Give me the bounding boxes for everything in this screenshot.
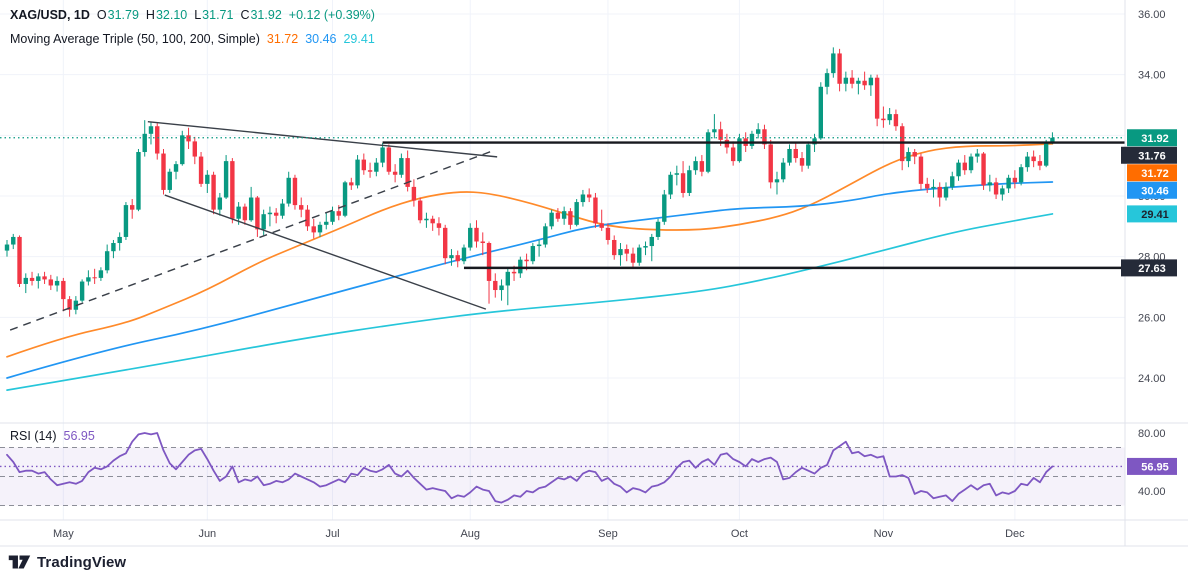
price-tick-label: 36.00	[1138, 9, 1166, 21]
time-tick-label: Sep	[598, 528, 618, 540]
low-readout: L 31.71	[194, 8, 234, 22]
ma-line-sma-100	[6, 181, 1054, 379]
symbol-title[interactable]: XAG/USD, 1D	[10, 8, 90, 22]
rsi-pane[interactable]	[0, 432, 1125, 506]
drawing-tools[interactable]	[0, 120, 1125, 331]
price-axis[interactable]: 36.0034.0032.0030.0028.0026.0024.0080.00…	[1121, 9, 1177, 498]
open-readout: O 31.79	[96, 8, 139, 22]
ma-line-sma-50	[6, 142, 1054, 358]
svg-text:31.72: 31.72	[1141, 168, 1169, 180]
price-pane[interactable]	[4, 47, 1055, 391]
pane-borders	[0, 0, 1188, 547]
time-tick-label: Aug	[460, 528, 480, 540]
rsi-tick-label: 80.00	[1138, 428, 1166, 440]
time-axis[interactable]: May Jun Jul Aug Sep Oct Nov Dec	[53, 528, 1025, 540]
time-tick-label: May	[53, 528, 74, 540]
svg-text:27.63: 27.63	[1138, 263, 1166, 275]
price-badge-29.41: 29.41	[1127, 205, 1177, 223]
svg-text:31.92: 31.92	[1141, 133, 1169, 145]
ma-indicator-title[interactable]: Moving Average Triple (50, 100, 200, Sim…	[10, 32, 260, 46]
grid-lines	[0, 0, 1125, 520]
time-tick-label: Oct	[731, 528, 748, 540]
rsi-value: 56.95	[63, 429, 95, 443]
rsi-line	[6, 432, 1054, 504]
ma200-value: 29.41	[343, 32, 375, 46]
price-badge-31.92: 31.92	[1127, 129, 1177, 147]
tradingview-wordmark: TradingView	[37, 553, 127, 571]
symbol-legend: XAG/USD, 1D O 31.79 H 32.10 L 31.71 C 31.92 …	[10, 8, 375, 22]
ma-line-sma-200	[6, 213, 1054, 391]
price-badge-31.72: 31.72	[1127, 164, 1177, 182]
rsi-indicator-title[interactable]: RSI (14)	[10, 429, 57, 443]
close-readout: C 31.92	[240, 8, 282, 22]
change-readout: +0.12 (+0.39%)	[288, 8, 375, 22]
time-tick-label: Jul	[325, 528, 339, 540]
high-readout: H 32.10	[145, 8, 188, 22]
price-tick-label: 24.00	[1138, 373, 1166, 385]
price-badge-30.46: 30.46	[1127, 181, 1177, 199]
price-badge-31.76: 31.76	[1121, 146, 1177, 164]
svg-text:30.46: 30.46	[1141, 185, 1169, 197]
ma100-value: 30.46	[305, 32, 337, 46]
candles-group	[4, 47, 1055, 317]
time-tick-label: Nov	[874, 528, 894, 540]
rsi-indicator-legend: RSI (14) 56.95	[10, 429, 95, 443]
price-tick-label: 26.00	[1138, 312, 1166, 324]
trendline-2	[164, 194, 487, 310]
ma50-value: 31.72	[266, 32, 299, 46]
tradingview-logo-icon	[8, 555, 31, 569]
time-tick-label: Jun	[198, 528, 216, 540]
trendline-3	[9, 149, 496, 331]
svg-text:56.95: 56.95	[1141, 461, 1169, 473]
svg-text:29.41: 29.41	[1141, 209, 1169, 221]
tradingview-branding[interactable]: TradingView	[8, 553, 126, 571]
trendline-1	[147, 120, 498, 158]
price-badge-27.63: 27.63	[1121, 259, 1177, 277]
ma-indicator-legend: Moving Average Triple (50, 100, 200, Sim…	[10, 32, 375, 46]
price-tick-label: 34.00	[1138, 70, 1166, 82]
svg-text:31.76: 31.76	[1138, 150, 1166, 162]
time-tick-label: Dec	[1005, 528, 1025, 540]
rsi-tick-label: 40.00	[1138, 486, 1166, 498]
rsi-badge: 56.95	[1127, 457, 1177, 475]
